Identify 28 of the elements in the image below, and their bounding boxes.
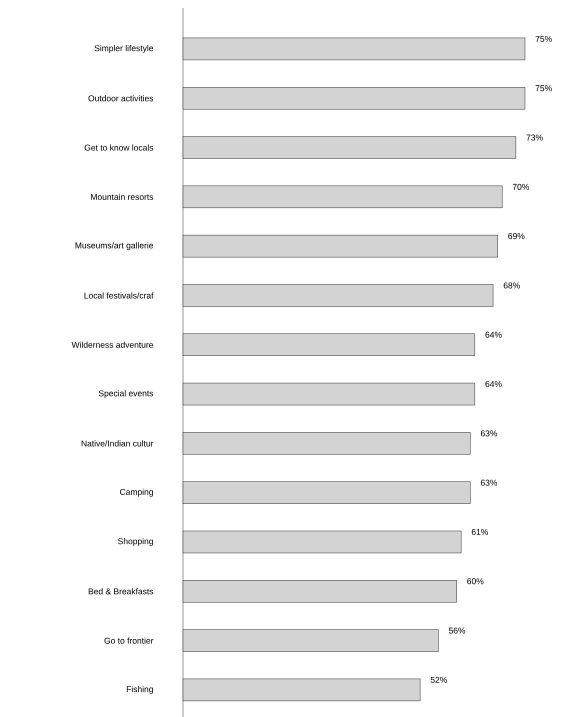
y-tick-label: Mountain resorts	[91, 194, 154, 200]
data-label: 60%	[467, 578, 484, 584]
data-label: 63%	[480, 480, 498, 486]
y-tick-label: Native/Indian cultur	[82, 440, 154, 446]
y-tick-label: Shopping	[118, 538, 153, 546]
y-tick-label: Fishing	[126, 686, 153, 694]
y-tick-label: Camping	[120, 488, 153, 497]
data-label: 61%	[472, 528, 488, 535]
y-tick-label: Outdoor activities	[88, 95, 154, 102]
data-label: 63%	[480, 430, 498, 436]
data-label: 69%	[508, 233, 524, 240]
data-label: 73%	[526, 134, 543, 141]
data-label: 56%	[448, 628, 466, 634]
data-label: 52%	[430, 676, 447, 683]
data-label: 64%	[485, 381, 502, 388]
data-label: 68%	[504, 282, 520, 288]
y-tick-label: Special events	[98, 390, 154, 398]
data-label: 64%	[485, 332, 502, 338]
y-tick-label: Go to frontier	[104, 637, 154, 644]
y-tick-label: Bed & Breakfasts	[88, 588, 154, 594]
y-tick-label: Local festivals/craf	[84, 292, 154, 299]
y-tick-label: Museums/art gallerie	[76, 242, 154, 250]
y-tick-label: Wilderness adventure	[72, 342, 154, 348]
y-tick-label: Simpler lifestyle	[94, 44, 154, 53]
data-label: 75%	[536, 85, 552, 92]
data-label: 70%	[512, 184, 530, 190]
y-tick-label: Get to know locals	[84, 144, 154, 151]
data-label: 75%	[536, 36, 552, 42]
